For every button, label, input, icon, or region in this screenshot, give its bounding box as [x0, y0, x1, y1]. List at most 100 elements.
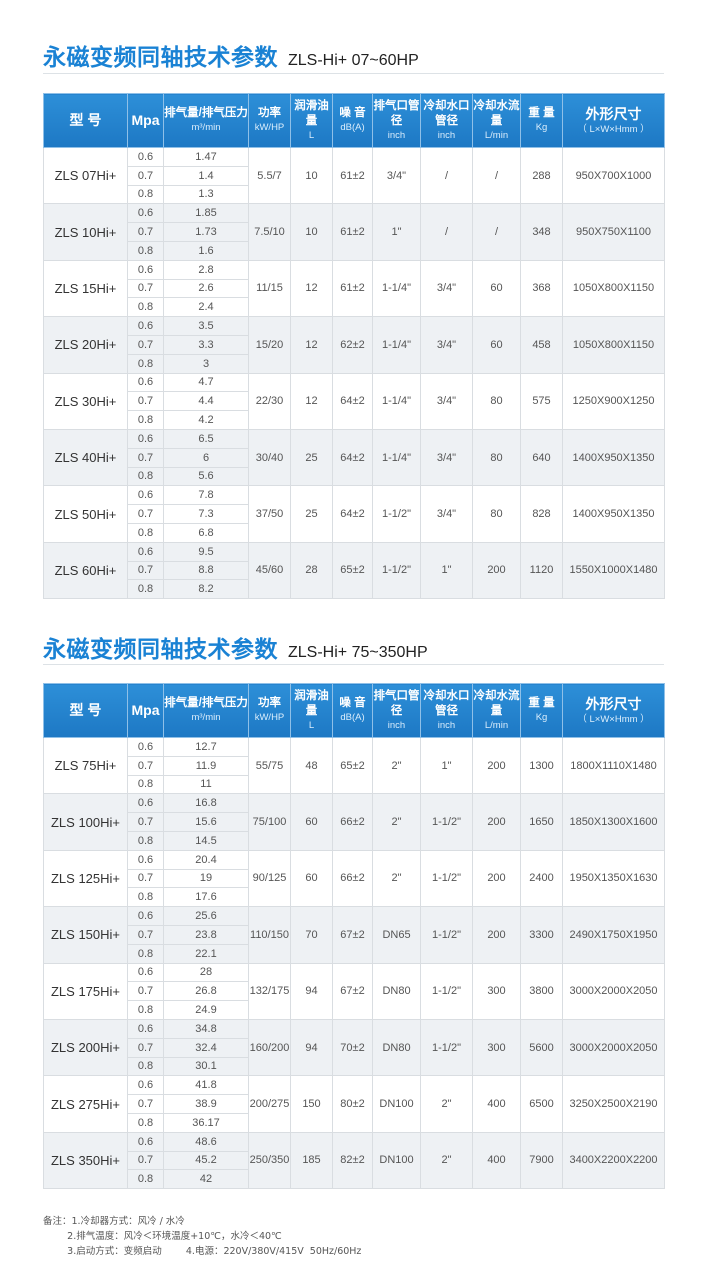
outlet-cell: DN80 — [372, 1018, 421, 1077]
mpa-cell: 0.7 — [127, 334, 164, 355]
noise-cell: 65±2 — [332, 736, 373, 795]
water-flow-cell: 60 — [472, 259, 521, 318]
mpa-cell: 0.6 — [127, 793, 164, 814]
water-pipe-cell: 1-1/2" — [420, 793, 473, 851]
flow-cell: 11 — [163, 774, 249, 795]
noise-cell: 65±2 — [332, 541, 373, 600]
oil-cell: 70 — [290, 906, 333, 964]
table-row: 0.8 42 — [44, 1169, 665, 1190]
water-flow-cell: / — [472, 146, 521, 205]
mpa-cell: 0.8 — [127, 522, 164, 543]
header-label: 排气口管径 — [373, 99, 420, 128]
model-cell: ZLS 10Hi+ — [43, 203, 128, 261]
power-cell: 22/30 — [248, 372, 291, 430]
outlet-cell: DN100 — [372, 1075, 421, 1133]
noise-cell: 61±2 — [332, 146, 373, 205]
flow-cell: 6.8 — [163, 522, 249, 543]
model-cell: ZLS 200Hi+ — [43, 1018, 128, 1077]
model-cell: ZLS 15Hi+ — [43, 259, 128, 318]
power-cell: 5.5/7 — [248, 146, 291, 205]
mpa-cell: 0.6 — [127, 1075, 164, 1096]
table-row: ZLS 75Hi+ 0.6 12.7 55/75 48 65±2 2" 1" 200 1300 18… — [43, 736, 665, 795]
water-flow-cell: 200 — [472, 736, 521, 795]
column-header: 冷却水流量 L/min — [472, 683, 521, 738]
weight-cell: 575 — [520, 372, 563, 430]
column-header: 冷却水口管径 inch — [420, 93, 473, 148]
model-cell: ZLS 275Hi+ — [43, 1075, 128, 1133]
model-cell: ZLS 150Hi+ — [43, 906, 128, 964]
water-pipe-cell: 1-1/2" — [420, 906, 473, 964]
header-label: 润滑油量 — [294, 689, 329, 718]
dims-cell: 1050X800X1150 — [562, 316, 665, 374]
flow-cell: 7.8 — [163, 485, 249, 506]
header-label: 排气口管径 — [373, 689, 420, 718]
table-row: 0.7 45.2 — [44, 1150, 665, 1171]
oil-cell: 94 — [290, 1018, 333, 1077]
mpa-cell: 0.8 — [127, 353, 164, 374]
power-cell: 37/50 — [248, 485, 291, 543]
header-label: Mpa — [131, 112, 160, 129]
flow-cell: 30.1 — [163, 1056, 249, 1077]
table-row: 0.8 30.1 — [44, 1056, 665, 1077]
flow-cell: 12.7 — [163, 737, 249, 757]
model-group: ZLS 275Hi+ 0.6 41.8 200/275 150 80±2 DN100 2" 40… — [43, 1075, 665, 1133]
water-flow-cell: 200 — [472, 541, 521, 600]
column-header: 冷却水流量 L/min — [472, 93, 521, 148]
flow-cell: 7.3 — [163, 504, 249, 524]
dims-cell: 1950X1350X1630 — [562, 849, 665, 908]
outlet-cell: 2" — [372, 736, 421, 795]
mpa-cell: 0.8 — [127, 1056, 164, 1077]
table-row: 0.7 6 — [44, 447, 665, 468]
table-row: 0.8 2.4 — [44, 297, 665, 318]
table-row: 0.7 8.8 — [44, 560, 665, 581]
header-label: 重 量 — [528, 697, 555, 710]
title-en: ZLS-Hi+ 75~350HP — [288, 644, 428, 661]
outlet-cell: 2" — [372, 849, 421, 908]
noise-cell: 82±2 — [332, 1131, 373, 1190]
flow-cell: 3 — [163, 353, 249, 374]
water-flow-cell: 300 — [472, 1018, 521, 1077]
water-flow-cell: 200 — [472, 906, 521, 964]
water-pipe-cell: / — [420, 203, 473, 261]
water-flow-cell: 80 — [472, 372, 521, 430]
column-header: 噪 音 dB(A) — [332, 93, 373, 148]
header-label: 外形尺寸 — [585, 105, 642, 122]
mpa-cell: 0.7 — [127, 447, 164, 468]
oil-cell: 60 — [290, 793, 333, 851]
notes: 备注：1.冷却器方式：风冷 / 水冷 2.排气温度：风冷＜环境温度+10℃，水冷… — [43, 1214, 361, 1259]
weight-cell: 5600 — [520, 1018, 563, 1077]
weight-cell: 7900 — [520, 1131, 563, 1190]
title-en: ZLS-Hi+ 07~60HP — [288, 52, 419, 69]
weight-cell: 288 — [520, 146, 563, 205]
mpa-cell: 0.8 — [127, 887, 164, 908]
model-group: ZLS 150Hi+ 0.6 25.6 110/150 70 67±2 DN65 1-1/2"… — [43, 906, 665, 964]
table-row: ZLS 40Hi+ 0.6 6.5 30/40 25 64±2 1-1/4" 3/4" 80 64… — [43, 428, 665, 487]
oil-cell: 12 — [290, 316, 333, 374]
mpa-cell: 0.6 — [127, 203, 164, 224]
outlet-cell: 1-1/4" — [372, 372, 421, 430]
header-unit: kW/HP — [254, 711, 285, 723]
water-flow-cell: 200 — [472, 849, 521, 908]
water-flow-cell: 300 — [472, 962, 521, 1020]
mpa-cell: 0.8 — [127, 466, 164, 487]
flow-cell: 45.2 — [163, 1150, 249, 1171]
mpa-cell: 0.8 — [127, 297, 164, 318]
model-cell: ZLS 125Hi+ — [43, 849, 128, 908]
table-row: ZLS 50Hi+ 0.6 7.8 37/50 25 64±2 1-1/2" 3/4" 80 82… — [43, 485, 665, 543]
header-label: 冷却水流量 — [473, 99, 520, 128]
dims-cell: 1050X800X1150 — [562, 259, 665, 318]
mpa-cell: 0.8 — [127, 184, 164, 205]
noise-cell: 67±2 — [332, 962, 373, 1020]
mpa-cell: 0.8 — [127, 943, 164, 964]
mpa-cell: 0.6 — [127, 147, 164, 167]
oil-cell: 12 — [290, 372, 333, 430]
flow-cell: 26.8 — [163, 981, 249, 1002]
table-row: 0.7 11.9 — [44, 755, 665, 776]
table-row: ZLS 175Hi+ 0.6 28 132/175 94 67±2 DN80 1-1/2" 30… — [43, 962, 665, 1020]
model-group: ZLS 75Hi+ 0.6 12.7 55/75 48 65±2 2" 1" 200 1300 18… — [43, 736, 665, 795]
column-header: 润滑油量 L — [290, 93, 333, 148]
table-row: 0.8 17.6 — [44, 887, 665, 908]
flow-cell: 38.9 — [163, 1094, 249, 1114]
water-flow-cell: 400 — [472, 1131, 521, 1190]
flow-cell: 41.8 — [163, 1075, 249, 1096]
